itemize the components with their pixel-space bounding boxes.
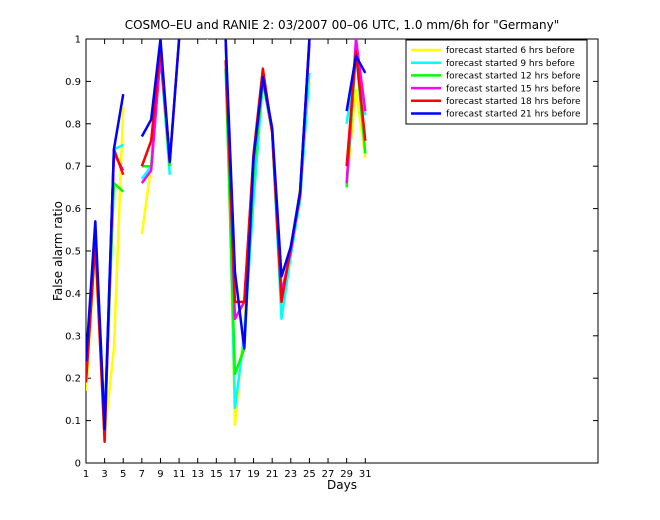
y-axis-label: False alarm ratio: [51, 201, 65, 301]
y-tick-label: 0.6: [65, 204, 81, 215]
legend-label: forecast started 12 hrs before: [446, 72, 581, 82]
y-tick-label: 0.1: [65, 416, 81, 427]
x-tick-label: 21: [266, 469, 279, 480]
series-segment: [224, 39, 311, 350]
x-tick-label: 15: [210, 469, 223, 480]
legend-label: forecast started 9 hrs before: [446, 59, 575, 69]
x-tick-label: 23: [284, 469, 297, 480]
x-tick-label: 9: [157, 469, 163, 480]
x-tick-label: 1: [83, 469, 89, 480]
y-tick-label: 0: [75, 459, 81, 470]
y-tick-label: 0.4: [65, 289, 81, 300]
legend-label: forecast started 15 hrs before: [446, 84, 581, 94]
series-segment: [345, 54, 367, 112]
x-tick-label: 7: [139, 469, 145, 480]
y-tick-label: 0.5: [65, 247, 81, 258]
x-axis-label: Days: [327, 478, 357, 492]
x-tick-label: 19: [247, 469, 260, 480]
x-tick-label: 11: [173, 469, 186, 480]
y-tick-label: 0.7: [65, 162, 81, 173]
x-tick-label: 25: [303, 469, 316, 480]
legend-box: [405, 39, 588, 125]
y-tick-label: 0.9: [65, 77, 81, 88]
series-segment: [86, 147, 125, 444]
x-tick-label: 27: [322, 469, 335, 480]
x-tick-label: 29: [340, 469, 353, 480]
x-tick-label: 3: [101, 469, 107, 480]
x-tick-label: 13: [191, 469, 204, 480]
y-tick-label: 1: [75, 35, 81, 46]
series-line: [86, 39, 367, 431]
y-tick-label: 0.3: [65, 331, 81, 342]
legend-label: forecast started 18 hrs before: [446, 97, 581, 107]
legend-label: forecast started 21 hrs before: [446, 110, 581, 120]
series-lines: [86, 39, 367, 444]
x-tick-label: 31: [359, 469, 372, 480]
series-segment: [140, 39, 181, 164]
legend-label: forecast started 6 hrs before: [446, 46, 575, 56]
legend: forecast started 6 hrs before forecast st…: [405, 39, 588, 125]
series-segment: [86, 93, 125, 431]
x-tick-label: 17: [229, 469, 242, 480]
y-tick-label: 0.2: [65, 374, 81, 385]
x-axis-ticks: 1 3 5 7 9 11 13 15 17 19 21 23 25 27 29 31: [83, 39, 372, 480]
x-tick-label: 5: [120, 469, 126, 480]
chart-title: COSMO–EU and RANIE 2: 03/2007 00–06 UTC,…: [125, 18, 560, 32]
y-tick-label: 0.8: [65, 119, 81, 130]
y-axis-ticks: 0 0.1 0.2 0.3 0.4 0.5 0.6 0.7 0.8 0.9 1: [65, 35, 598, 470]
series-segment: [345, 50, 367, 167]
